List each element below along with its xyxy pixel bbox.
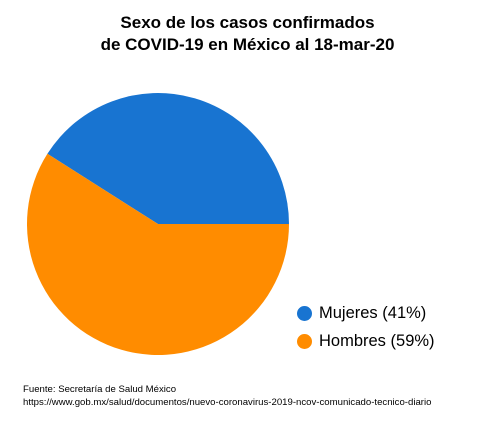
legend-swatch-mujeres (297, 305, 312, 321)
pie-slice-hombres (26, 153, 289, 355)
source-line-1: Fuente: Secretaría de Salud México (23, 384, 177, 395)
source-url: https://www.gob.mx/salud/documentos/nuev… (23, 397, 432, 408)
chart-title: Sexo de los casos confirmados de COVID-1… (0, 12, 495, 56)
legend-swatch-hombres (297, 333, 312, 349)
legend-label-mujeres: Mujeres (41%) (319, 303, 427, 322)
chart-title-line-1: Sexo de los casos confirmados (120, 13, 375, 32)
legend-item-mujeres: Mujeres (41%) (297, 299, 435, 327)
legend-label-hombres: Hombres (59%) (319, 331, 435, 350)
source-note: Fuente: Secretaría de Salud México https… (23, 383, 431, 409)
pie-slice-mujeres (47, 92, 290, 224)
chart-legend: Mujeres (41%) Hombres (59%) (297, 299, 435, 355)
chart-title-line-2: de COVID-19 en México al 18-mar-20 (100, 35, 395, 54)
legend-item-hombres: Hombres (59%) (297, 327, 435, 355)
